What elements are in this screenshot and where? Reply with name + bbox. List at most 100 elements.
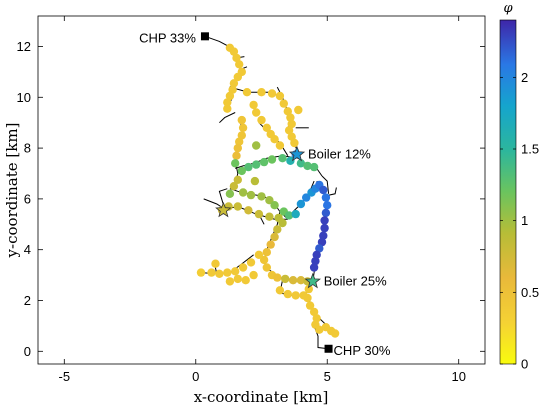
colorbar-ticks: 0 0.5 1 1.5 2 (500, 70, 539, 372)
colorbar-label: φ (503, 1, 513, 16)
consumer-point (241, 276, 250, 285)
colorbar-tick-label: 1 (521, 213, 528, 228)
consumer-point (317, 237, 327, 247)
consumer-point (309, 263, 319, 272)
chp-marker (324, 344, 333, 353)
consumer-point (291, 291, 300, 300)
consumer-point (278, 218, 287, 228)
y-tick-label: 8 (24, 141, 31, 156)
marker-label: CHP 30% (334, 343, 391, 358)
consumer-point (267, 89, 277, 98)
consumer-point (275, 91, 285, 101)
consumer-point (232, 53, 241, 63)
consumer-point (254, 250, 264, 259)
colorbar-tick-label: 1.5 (521, 142, 539, 157)
consumer-point (252, 160, 261, 169)
consumer-point (246, 190, 256, 200)
y-tick-label: 6 (24, 191, 31, 206)
consumer-point (249, 100, 258, 110)
consumer-point (257, 192, 266, 201)
consumer-point (284, 211, 294, 220)
boiler-star-marker (215, 201, 232, 218)
consumer-point (321, 193, 331, 202)
consumer-point (303, 293, 312, 303)
consumer-point (225, 189, 235, 198)
consumer-point (283, 107, 292, 116)
consumer-point (262, 248, 271, 257)
consumer-point (233, 274, 242, 284)
consumer-point (228, 85, 237, 94)
consumer-point (262, 263, 271, 272)
consumer-point (321, 208, 331, 218)
consumer-point (283, 289, 292, 299)
colorbar-tick-label: 0.5 (521, 285, 539, 300)
consumer-point (319, 231, 328, 240)
consumer-point (296, 276, 306, 285)
consumer-point (302, 193, 311, 202)
consumer-point (266, 240, 275, 249)
consumer-point (270, 232, 279, 242)
consumer-point (296, 199, 306, 209)
consumer-point (252, 141, 261, 150)
y-tick-label: 12 (17, 39, 31, 54)
consumer-point (320, 223, 329, 233)
consumer-point (259, 157, 269, 167)
consumer-point (287, 119, 296, 129)
consumer-point (273, 273, 282, 282)
consumer-point (279, 99, 288, 108)
consumer-point (305, 301, 315, 310)
consumer-point (237, 131, 246, 140)
consumer-point (309, 162, 319, 172)
boiler-star-marker (288, 145, 306, 162)
consumer-point (232, 151, 241, 160)
consumer-point (257, 88, 266, 97)
consumer-point (238, 263, 248, 272)
marker-label: CHP 33% (139, 30, 196, 45)
consumer-point (207, 268, 216, 277)
consumer-point (319, 185, 328, 195)
consumer-point (259, 255, 269, 265)
consumer-point (244, 206, 253, 215)
y-tick-label: 4 (24, 242, 31, 257)
consumer-point (235, 60, 244, 69)
consumer-point (312, 250, 321, 259)
consumer-point (294, 105, 303, 115)
y-tick-label: 0 (24, 344, 31, 359)
pipe-line (219, 112, 236, 124)
consumer-point (312, 314, 321, 323)
consumer-point (303, 161, 312, 171)
consumer-point (237, 115, 246, 125)
consumer-point (311, 256, 320, 266)
axis-ticks: -5 0 5 10 0 2 4 6 8 10 12 (17, 16, 485, 384)
pipe-line (321, 175, 330, 194)
consumer-point (229, 182, 239, 191)
boiler-star-marker (304, 272, 321, 289)
consumer-point (278, 154, 287, 163)
consumer-point (231, 159, 240, 168)
consumer-point (323, 201, 332, 210)
consumer-point (233, 72, 242, 82)
consumer-point (238, 188, 248, 197)
x-tick-label: 0 (192, 369, 199, 384)
consumer-point (196, 268, 206, 277)
consumer-point (315, 244, 324, 253)
consumer-point (225, 277, 235, 286)
consumer-point (320, 216, 329, 225)
consumer-point (237, 166, 246, 176)
consumer-point (242, 88, 252, 97)
consumer-point (288, 276, 298, 285)
consumer-point (238, 123, 248, 132)
consumer-point (330, 329, 340, 338)
consumer-point (262, 123, 271, 132)
consumer-point (233, 175, 242, 184)
chp-marker (200, 32, 209, 41)
consumer-point (233, 202, 242, 211)
consumer-point (309, 307, 319, 317)
consumer-point (287, 132, 296, 141)
consumer-point (290, 138, 299, 148)
x-tick-label: 5 (324, 369, 331, 384)
consumer-point (249, 270, 258, 280)
consumer-point (211, 259, 220, 268)
consumer-point (223, 104, 232, 113)
